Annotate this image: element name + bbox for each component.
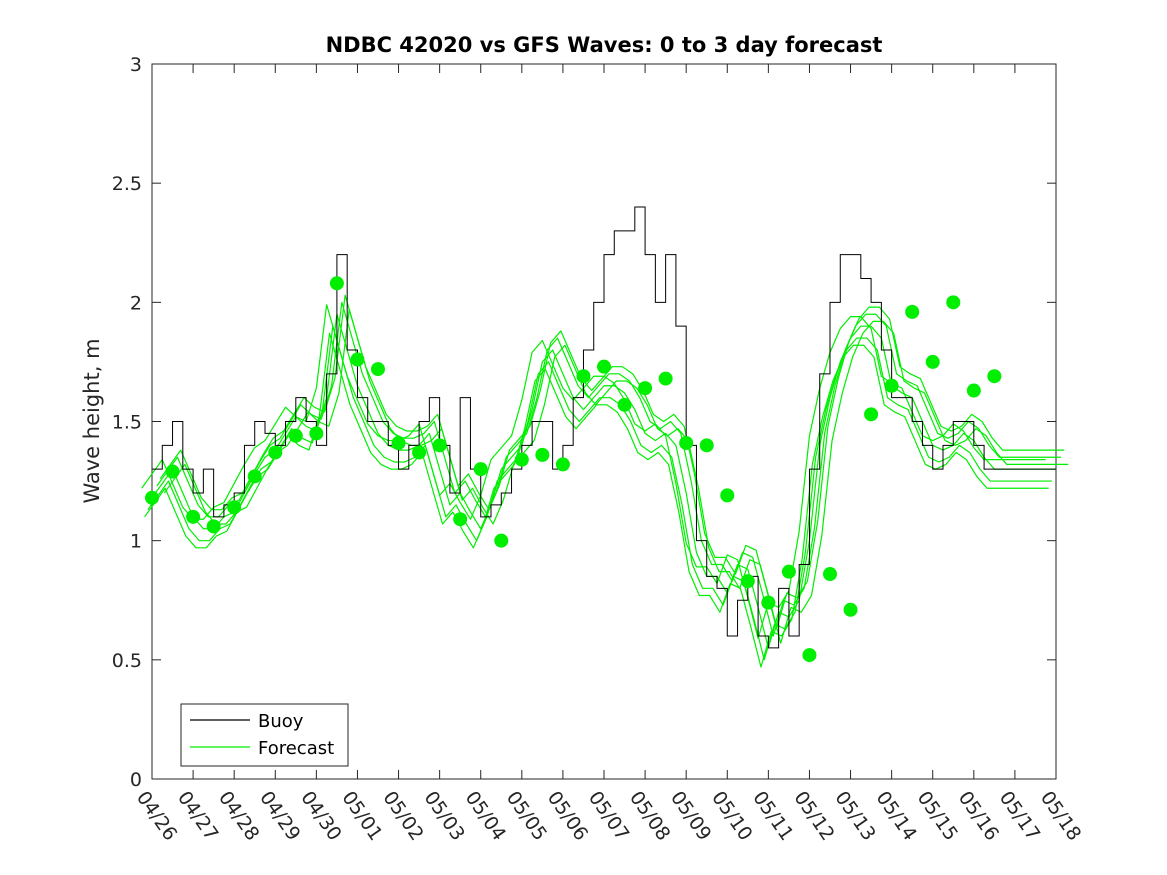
y-axis-label: Wave height, m	[80, 338, 104, 503]
forecast-marker	[658, 371, 673, 386]
forecast-marker	[555, 457, 570, 472]
legend: Buoy Forecast	[180, 703, 349, 767]
forecast-marker	[638, 381, 653, 396]
forecast-marker	[206, 519, 221, 534]
y-tick-label: 1	[130, 531, 142, 553]
y-tick-label: 1.5	[112, 412, 142, 434]
forecast-marker	[740, 574, 755, 589]
forecast-marker	[679, 435, 694, 450]
forecast-marker	[514, 452, 529, 467]
y-tick-label: 0	[130, 769, 142, 791]
forecast-marker	[966, 383, 981, 398]
y-tick-label: 3	[130, 54, 142, 76]
forecast-marker	[576, 369, 591, 384]
forecast-marker	[720, 488, 735, 503]
forecast-marker	[781, 564, 796, 579]
forecast-marker	[186, 509, 201, 524]
forecast-marker	[145, 490, 159, 505]
forecast-marker	[165, 464, 180, 479]
forecast-marker	[247, 469, 262, 484]
forecast-marker	[329, 276, 344, 291]
forecast-marker	[473, 462, 488, 477]
chart-title: NDBC 42020 vs GFS Waves: 0 to 3 day fore…	[326, 33, 883, 57]
forecast-marker	[535, 447, 550, 462]
forecast-marker	[371, 362, 385, 377]
forecast-marker	[987, 369, 1002, 384]
forecast-marker	[802, 648, 817, 663]
forecast-marker	[227, 500, 242, 515]
legend-label-buoy: Buoy	[258, 711, 304, 732]
forecast-marker	[453, 512, 468, 527]
forecast-marker	[699, 438, 714, 453]
y-tick-label: 2.5	[112, 173, 142, 195]
forecast-marker	[288, 428, 303, 443]
forecast-line	[151, 313, 1056, 649]
forecast-marker	[494, 533, 509, 548]
legend-label-forecast: Forecast	[258, 738, 334, 759]
forecast-marker	[823, 567, 837, 582]
forecast-marker	[268, 445, 283, 460]
forecast-marker	[391, 435, 406, 450]
forecast-line	[156, 301, 1061, 637]
forecast-marker	[843, 602, 858, 617]
forecast-marker	[864, 407, 879, 422]
forecast-marker	[617, 397, 632, 412]
forecast-marker	[350, 352, 365, 367]
forecast-line	[163, 308, 1069, 644]
forecast-marker	[884, 378, 899, 393]
forecast-marker	[432, 438, 447, 453]
forecast-marker	[412, 445, 427, 460]
forecast-marker	[905, 304, 920, 319]
forecast-marker	[309, 426, 324, 441]
y-tick-label: 2	[130, 292, 142, 314]
y-tick-label: 0.5	[112, 650, 142, 672]
legend-box	[180, 703, 349, 767]
forecast-marker	[925, 354, 940, 369]
forecast-marker	[597, 359, 611, 374]
forecast-marker	[761, 595, 776, 610]
forecast-marker	[946, 295, 961, 310]
